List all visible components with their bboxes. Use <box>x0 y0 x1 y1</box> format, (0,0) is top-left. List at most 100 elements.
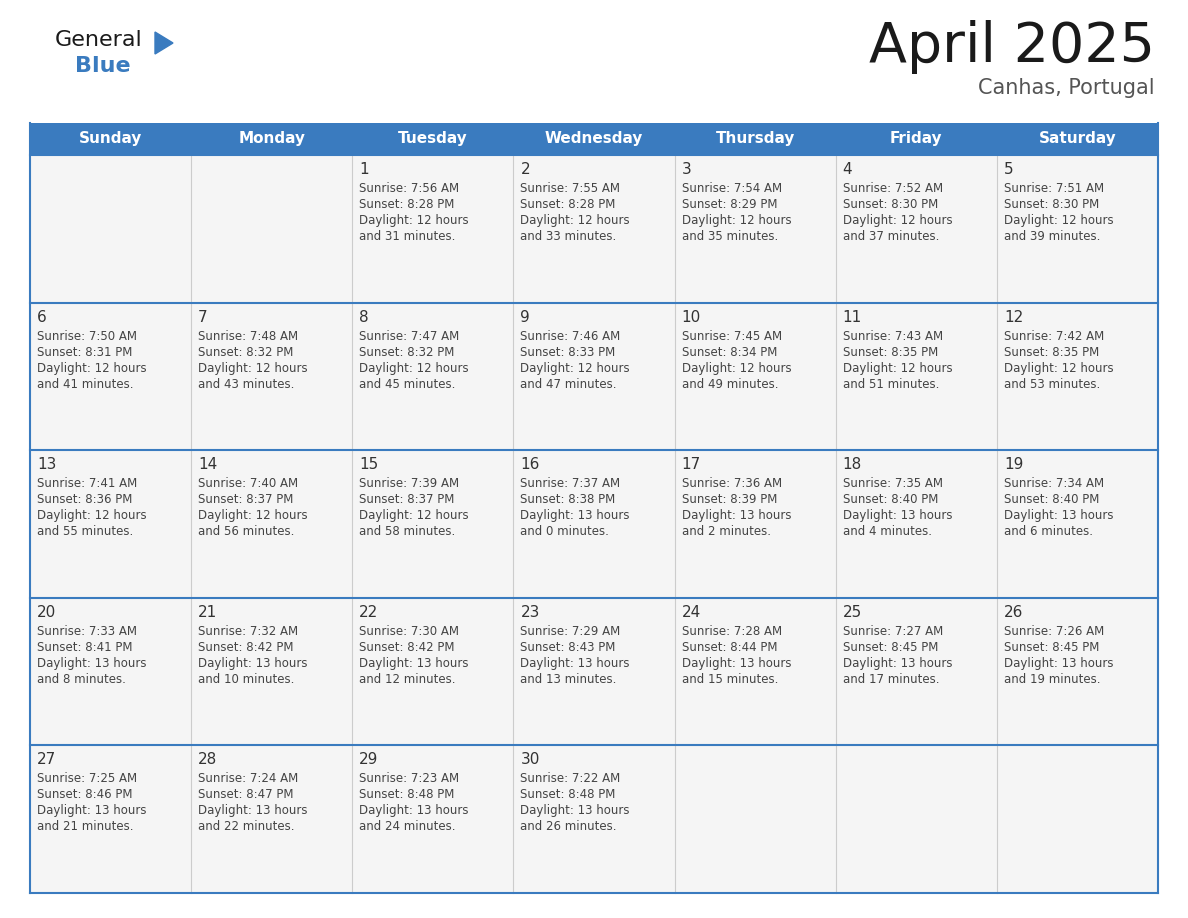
Text: Daylight: 13 hours: Daylight: 13 hours <box>198 804 308 817</box>
Text: Sunrise: 7:35 AM: Sunrise: 7:35 AM <box>842 477 943 490</box>
Text: and 0 minutes.: and 0 minutes. <box>520 525 609 538</box>
Text: 2: 2 <box>520 162 530 177</box>
Text: Sunday: Sunday <box>78 131 143 147</box>
Text: Sunset: 8:35 PM: Sunset: 8:35 PM <box>1004 345 1099 359</box>
Text: Sunset: 8:48 PM: Sunset: 8:48 PM <box>359 789 455 801</box>
Text: Sunset: 8:45 PM: Sunset: 8:45 PM <box>1004 641 1099 654</box>
Text: 29: 29 <box>359 753 379 767</box>
Text: Sunrise: 7:22 AM: Sunrise: 7:22 AM <box>520 772 620 786</box>
Text: Daylight: 13 hours: Daylight: 13 hours <box>359 656 469 670</box>
Text: Sunrise: 7:42 AM: Sunrise: 7:42 AM <box>1004 330 1104 342</box>
Text: Daylight: 13 hours: Daylight: 13 hours <box>1004 509 1113 522</box>
Text: Sunrise: 7:39 AM: Sunrise: 7:39 AM <box>359 477 460 490</box>
Text: Sunset: 8:35 PM: Sunset: 8:35 PM <box>842 345 939 359</box>
Text: Sunrise: 7:25 AM: Sunrise: 7:25 AM <box>37 772 137 786</box>
Text: 25: 25 <box>842 605 862 620</box>
Text: and 49 minutes.: and 49 minutes. <box>682 377 778 390</box>
Text: 20: 20 <box>37 605 56 620</box>
Text: Sunrise: 7:37 AM: Sunrise: 7:37 AM <box>520 477 620 490</box>
Text: Sunrise: 7:47 AM: Sunrise: 7:47 AM <box>359 330 460 342</box>
Text: Sunrise: 7:46 AM: Sunrise: 7:46 AM <box>520 330 620 342</box>
Text: 18: 18 <box>842 457 862 472</box>
Text: 8: 8 <box>359 309 369 325</box>
Text: Sunset: 8:28 PM: Sunset: 8:28 PM <box>520 198 615 211</box>
Text: April 2025: April 2025 <box>868 20 1155 74</box>
Text: Sunrise: 7:40 AM: Sunrise: 7:40 AM <box>198 477 298 490</box>
Text: Daylight: 13 hours: Daylight: 13 hours <box>520 656 630 670</box>
Text: Wednesday: Wednesday <box>545 131 643 147</box>
Text: 6: 6 <box>37 309 46 325</box>
Text: Sunset: 8:37 PM: Sunset: 8:37 PM <box>359 493 455 506</box>
Text: and 58 minutes.: and 58 minutes. <box>359 525 455 538</box>
Text: Daylight: 12 hours: Daylight: 12 hours <box>842 362 953 375</box>
Text: Daylight: 12 hours: Daylight: 12 hours <box>842 214 953 227</box>
Text: Daylight: 13 hours: Daylight: 13 hours <box>520 804 630 817</box>
Text: and 56 minutes.: and 56 minutes. <box>198 525 295 538</box>
Text: Sunset: 8:37 PM: Sunset: 8:37 PM <box>198 493 293 506</box>
Text: 26: 26 <box>1004 605 1023 620</box>
Text: 21: 21 <box>198 605 217 620</box>
Text: Sunrise: 7:43 AM: Sunrise: 7:43 AM <box>842 330 943 342</box>
Text: Daylight: 13 hours: Daylight: 13 hours <box>842 509 953 522</box>
Text: 14: 14 <box>198 457 217 472</box>
Text: Sunset: 8:40 PM: Sunset: 8:40 PM <box>842 493 939 506</box>
Text: 19: 19 <box>1004 457 1023 472</box>
Text: Sunrise: 7:51 AM: Sunrise: 7:51 AM <box>1004 182 1104 195</box>
Text: and 2 minutes.: and 2 minutes. <box>682 525 771 538</box>
Text: Daylight: 13 hours: Daylight: 13 hours <box>359 804 469 817</box>
Text: Daylight: 12 hours: Daylight: 12 hours <box>359 509 469 522</box>
Text: and 33 minutes.: and 33 minutes. <box>520 230 617 243</box>
Text: Canhas, Portugal: Canhas, Portugal <box>979 78 1155 98</box>
Text: Sunset: 8:28 PM: Sunset: 8:28 PM <box>359 198 455 211</box>
Bar <box>30 450 1158 598</box>
Text: 15: 15 <box>359 457 379 472</box>
Text: and 37 minutes.: and 37 minutes. <box>842 230 939 243</box>
Text: 4: 4 <box>842 162 852 177</box>
Text: 16: 16 <box>520 457 539 472</box>
Text: and 26 minutes.: and 26 minutes. <box>520 821 617 834</box>
Text: Sunset: 8:44 PM: Sunset: 8:44 PM <box>682 641 777 654</box>
Text: Daylight: 13 hours: Daylight: 13 hours <box>37 656 146 670</box>
Text: Daylight: 12 hours: Daylight: 12 hours <box>359 362 469 375</box>
Text: 3: 3 <box>682 162 691 177</box>
Text: Sunset: 8:46 PM: Sunset: 8:46 PM <box>37 789 133 801</box>
Text: Sunrise: 7:28 AM: Sunrise: 7:28 AM <box>682 625 782 638</box>
Text: Sunrise: 7:30 AM: Sunrise: 7:30 AM <box>359 625 460 638</box>
Text: Sunrise: 7:33 AM: Sunrise: 7:33 AM <box>37 625 137 638</box>
Text: Sunset: 8:32 PM: Sunset: 8:32 PM <box>198 345 293 359</box>
Text: Daylight: 12 hours: Daylight: 12 hours <box>1004 214 1113 227</box>
Text: Friday: Friday <box>890 131 942 147</box>
Text: Daylight: 13 hours: Daylight: 13 hours <box>1004 656 1113 670</box>
Text: Daylight: 12 hours: Daylight: 12 hours <box>198 362 308 375</box>
Text: Sunrise: 7:23 AM: Sunrise: 7:23 AM <box>359 772 460 786</box>
Text: Sunrise: 7:45 AM: Sunrise: 7:45 AM <box>682 330 782 342</box>
Text: 27: 27 <box>37 753 56 767</box>
Text: Sunrise: 7:55 AM: Sunrise: 7:55 AM <box>520 182 620 195</box>
Text: Monday: Monday <box>239 131 305 147</box>
Text: and 8 minutes.: and 8 minutes. <box>37 673 126 686</box>
Text: Sunset: 8:34 PM: Sunset: 8:34 PM <box>682 345 777 359</box>
Text: and 4 minutes.: and 4 minutes. <box>842 525 931 538</box>
Text: 12: 12 <box>1004 309 1023 325</box>
Text: Blue: Blue <box>75 56 131 76</box>
Text: Sunrise: 7:48 AM: Sunrise: 7:48 AM <box>198 330 298 342</box>
Text: and 24 minutes.: and 24 minutes. <box>359 821 456 834</box>
Text: Daylight: 13 hours: Daylight: 13 hours <box>842 656 953 670</box>
Text: Sunrise: 7:26 AM: Sunrise: 7:26 AM <box>1004 625 1104 638</box>
Text: and 45 minutes.: and 45 minutes. <box>359 377 456 390</box>
Text: and 43 minutes.: and 43 minutes. <box>198 377 295 390</box>
Text: and 6 minutes.: and 6 minutes. <box>1004 525 1093 538</box>
Bar <box>30 598 1158 745</box>
Text: Sunset: 8:36 PM: Sunset: 8:36 PM <box>37 493 132 506</box>
Text: Sunrise: 7:29 AM: Sunrise: 7:29 AM <box>520 625 620 638</box>
Text: 11: 11 <box>842 309 862 325</box>
Text: Sunset: 8:29 PM: Sunset: 8:29 PM <box>682 198 777 211</box>
Text: Sunrise: 7:24 AM: Sunrise: 7:24 AM <box>198 772 298 786</box>
Text: Sunset: 8:39 PM: Sunset: 8:39 PM <box>682 493 777 506</box>
Text: Sunset: 8:33 PM: Sunset: 8:33 PM <box>520 345 615 359</box>
Text: Daylight: 12 hours: Daylight: 12 hours <box>359 214 469 227</box>
Text: Daylight: 12 hours: Daylight: 12 hours <box>198 509 308 522</box>
Text: Daylight: 13 hours: Daylight: 13 hours <box>682 509 791 522</box>
Text: 28: 28 <box>198 753 217 767</box>
Text: Daylight: 12 hours: Daylight: 12 hours <box>682 362 791 375</box>
